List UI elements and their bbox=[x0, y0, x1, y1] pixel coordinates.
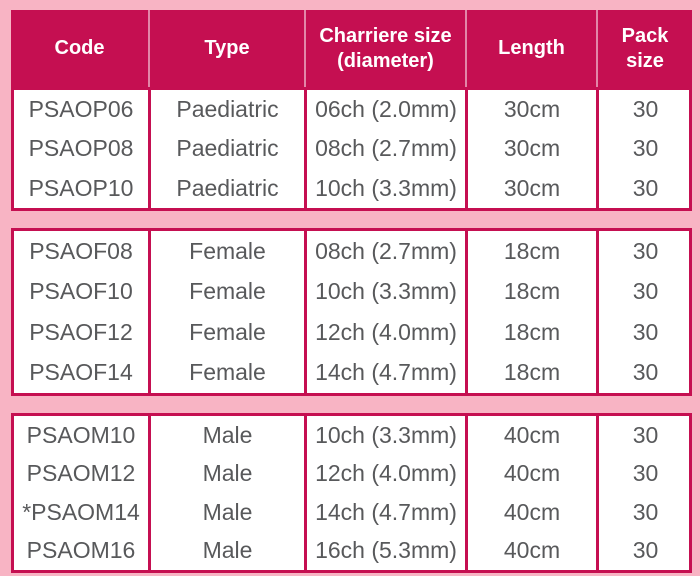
cell-charriere: 10ch (3.3mm) bbox=[304, 271, 465, 312]
cell-charriere: 14ch (4.7mm) bbox=[304, 352, 465, 393]
section-male: PSAOM10 Male 10ch (3.3mm) 40cm 30 PSAOM12 Male… bbox=[11, 413, 692, 573]
cell-code: *PSAOM14 bbox=[22, 498, 140, 525]
column-header-pack: Pack size bbox=[596, 10, 692, 87]
cell-pack: 30 bbox=[596, 454, 692, 493]
cell-type: Male bbox=[148, 454, 304, 493]
cell-length: 18cm bbox=[465, 352, 596, 393]
section-female: PSAOF08 Female 08ch (2.7mm) 18cm 30 PSAOF10 Fe… bbox=[11, 228, 692, 396]
column-header-label: Type bbox=[204, 37, 250, 59]
cell-charriere: 08ch (2.7mm) bbox=[304, 129, 465, 169]
column-header-label: Pack bbox=[621, 24, 669, 47]
cell-length: 30cm bbox=[465, 129, 596, 169]
cell-pack: 30 bbox=[596, 312, 692, 353]
cell-type: Female bbox=[148, 231, 304, 272]
cell-length: 30cm bbox=[465, 90, 596, 130]
cell-pack: 30 bbox=[596, 90, 692, 130]
product-spec-table: Code Type Charriere size (diameter) Length Pa… bbox=[11, 10, 692, 573]
cell-code: PSAOM10 bbox=[26, 421, 136, 448]
column-header-charriere: Charriere size (diameter) bbox=[304, 10, 465, 87]
cell-charriere: 12ch (4.0mm) bbox=[304, 312, 465, 353]
cell-length: 40cm bbox=[465, 531, 596, 570]
cell-code: PSAOM12 bbox=[26, 460, 136, 487]
cell-length: 40cm bbox=[465, 416, 596, 455]
cell-pack: 30 bbox=[596, 271, 692, 312]
cell-charriere: 14ch (4.7mm) bbox=[304, 493, 465, 532]
column-header-code: Code bbox=[11, 10, 148, 87]
cell-pack: 30 bbox=[596, 493, 692, 532]
cell-type: Male bbox=[148, 493, 304, 532]
column-header-label: Code bbox=[54, 37, 105, 59]
cell-charriere: 06ch (2.0mm) bbox=[304, 90, 465, 130]
column-header-label: (diameter) bbox=[337, 49, 434, 72]
column-header-label: Charriere size bbox=[319, 24, 452, 47]
cell-charriere: 10ch (3.3mm) bbox=[304, 416, 465, 455]
cell-code: PSAOP06 bbox=[28, 96, 134, 123]
cell-code: PSAOF12 bbox=[29, 318, 133, 345]
column-header-length: Length bbox=[465, 10, 596, 87]
cell-type: Male bbox=[148, 416, 304, 455]
cell-charriere: 10ch (3.3mm) bbox=[304, 168, 465, 208]
cell-code: PSAOP08 bbox=[28, 135, 134, 162]
cell-pack: 30 bbox=[596, 231, 692, 272]
cell-length: 18cm bbox=[465, 231, 596, 272]
cell-charriere: 08ch (2.7mm) bbox=[304, 231, 465, 272]
section-paediatric: PSAOP06 Paediatric 06ch (2.0mm) 30cm 30 PSAOP… bbox=[11, 87, 692, 211]
cell-type: Female bbox=[148, 352, 304, 393]
column-header-type: Type bbox=[148, 10, 304, 87]
cell-length: 40cm bbox=[465, 493, 596, 532]
cell-length: 40cm bbox=[465, 454, 596, 493]
cell-pack: 30 bbox=[596, 531, 692, 570]
cell-type: Female bbox=[148, 312, 304, 353]
cell-code: PSAOP10 bbox=[28, 174, 134, 201]
cell-pack: 30 bbox=[596, 352, 692, 393]
column-header-label: size bbox=[626, 49, 664, 72]
cell-code: PSAOF08 bbox=[29, 237, 133, 264]
cell-type: Paediatric bbox=[148, 168, 304, 208]
cell-charriere: 16ch (5.3mm) bbox=[304, 531, 465, 570]
cell-type: Paediatric bbox=[148, 90, 304, 130]
cell-code: PSAOM16 bbox=[26, 537, 136, 564]
cell-charriere: 12ch (4.0mm) bbox=[304, 454, 465, 493]
header-row: Code Type Charriere size (diameter) Length Pa… bbox=[11, 10, 692, 87]
cell-type: Paediatric bbox=[148, 129, 304, 169]
cell-length: 30cm bbox=[465, 168, 596, 208]
cell-code: PSAOF14 bbox=[29, 359, 133, 386]
cell-pack: 30 bbox=[596, 129, 692, 169]
cell-code: PSAOF10 bbox=[29, 278, 133, 305]
column-header-label: Length bbox=[498, 37, 565, 59]
cell-length: 18cm bbox=[465, 271, 596, 312]
cell-length: 18cm bbox=[465, 312, 596, 353]
cell-pack: 30 bbox=[596, 416, 692, 455]
cell-type: Male bbox=[148, 531, 304, 570]
cell-type: Female bbox=[148, 271, 304, 312]
cell-pack: 30 bbox=[596, 168, 692, 208]
